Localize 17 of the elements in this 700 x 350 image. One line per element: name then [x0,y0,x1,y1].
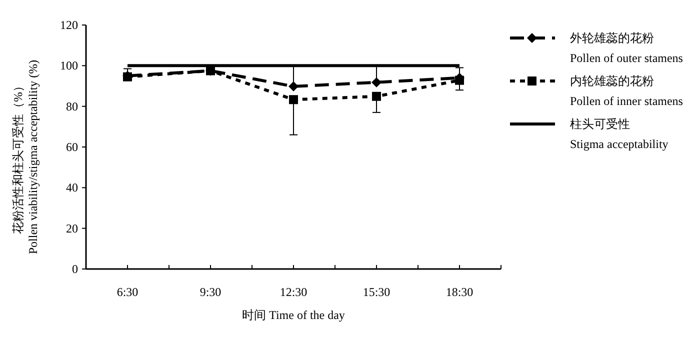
x-tick-label: 15:30 [362,285,390,299]
y-tick-label: 40 [66,180,78,195]
y-tick-label: 120 [60,18,78,32]
y-tick-label: 20 [66,221,78,236]
legend-label: 内轮雄蕊的花粉 Pollen of inner stamens [570,74,684,108]
y-tick-label: 80 [66,99,78,114]
x-tick-label: 6:30 [116,285,138,299]
y-tick-label: 60 [66,140,78,154]
y-tick-label: 0 [72,262,78,276]
legend-label: 外轮雄蕊的花粉 Pollen of outer stamens [570,31,684,65]
x-tick-label: 18:30 [446,285,474,299]
y-tick-label: 100 [60,58,78,73]
x-tick-label: 12:30 [280,285,308,299]
y-axis-title: 花粉活性和柱头可受性（%） Pollen viability/stigma acceptability (%) [11,60,40,254]
legend-label: 柱头可受性 Stigma acceptability [570,117,668,151]
x-axis-title: 时间 Time of the day [242,308,345,322]
x-tick-label: 9:30 [200,285,222,299]
